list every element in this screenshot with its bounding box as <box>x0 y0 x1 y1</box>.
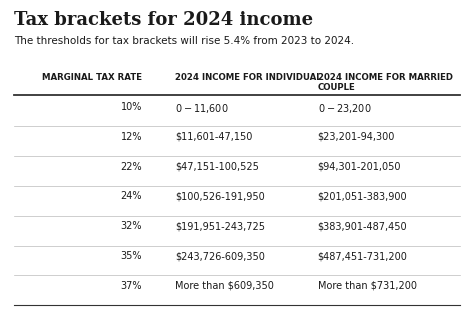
Text: More than $731,200: More than $731,200 <box>318 281 417 291</box>
Text: 2024 INCOME FOR INDIVIDUAL: 2024 INCOME FOR INDIVIDUAL <box>175 73 322 82</box>
Text: $11,601-47,150: $11,601-47,150 <box>175 132 253 142</box>
Text: $243,726-609,350: $243,726-609,350 <box>175 251 265 261</box>
Text: MARGINAL TAX RATE: MARGINAL TAX RATE <box>42 73 142 82</box>
Text: 37%: 37% <box>121 281 142 291</box>
Text: More than $609,350: More than $609,350 <box>175 281 274 291</box>
Text: $487,451-731,200: $487,451-731,200 <box>318 251 408 261</box>
Text: $23,201-94,300: $23,201-94,300 <box>318 132 395 142</box>
Text: 12%: 12% <box>121 132 142 142</box>
Text: The thresholds for tax brackets will rise 5.4% from 2023 to 2024.: The thresholds for tax brackets will ris… <box>14 36 355 46</box>
Text: 2024 INCOME FOR MARRIED
COUPLE: 2024 INCOME FOR MARRIED COUPLE <box>318 73 453 92</box>
Text: $201,051-383,900: $201,051-383,900 <box>318 191 407 201</box>
Text: $100,526-191,950: $100,526-191,950 <box>175 191 265 201</box>
Text: $191,951-243,725: $191,951-243,725 <box>175 221 265 231</box>
Text: $0-$23,200: $0-$23,200 <box>318 102 371 115</box>
Text: $0-$11,600: $0-$11,600 <box>175 102 229 115</box>
Text: Tax brackets for 2024 income: Tax brackets for 2024 income <box>14 11 313 29</box>
Text: $47,151-100,525: $47,151-100,525 <box>175 162 259 171</box>
Text: $383,901-487,450: $383,901-487,450 <box>318 221 407 231</box>
Text: 22%: 22% <box>120 162 142 171</box>
Text: 10%: 10% <box>121 102 142 112</box>
Text: 24%: 24% <box>121 191 142 201</box>
Text: 35%: 35% <box>121 251 142 261</box>
Text: $94,301-201,050: $94,301-201,050 <box>318 162 401 171</box>
Text: 32%: 32% <box>121 221 142 231</box>
